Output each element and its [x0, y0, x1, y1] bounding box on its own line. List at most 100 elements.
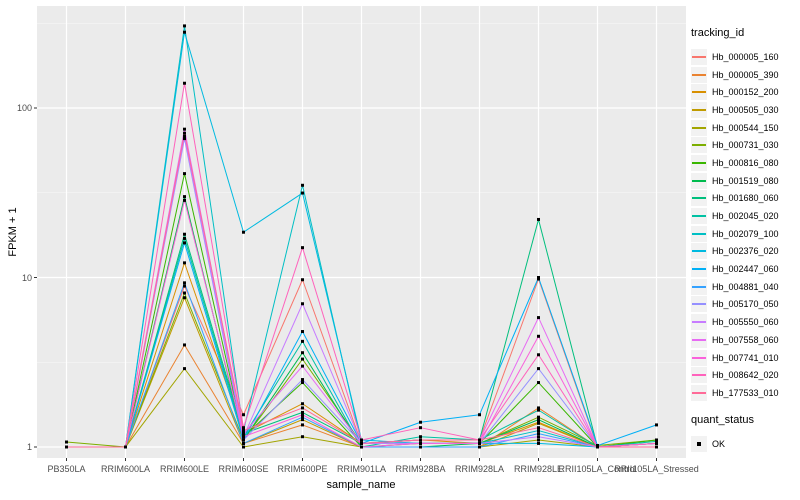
legend-label: Hb_002045_020	[712, 211, 779, 222]
legend-label: Hb_000005_390	[712, 69, 779, 80]
x-tick-label: RRIM600LA	[100, 464, 151, 474]
data-point	[242, 230, 245, 234]
legend-line-icon	[692, 91, 706, 94]
quant-ok-key-swatch	[691, 435, 707, 452]
legend-key-swatch	[691, 119, 707, 136]
data-point	[537, 381, 540, 385]
legend-label: Hb_001680_060	[712, 193, 779, 204]
legend-label: Hb_000544_150	[712, 122, 779, 133]
legend-title-tracking-id: tracking_id	[691, 27, 745, 39]
y-tick-label: 10	[21, 272, 32, 283]
legend-entry: Hb_004881_040	[691, 278, 799, 296]
data-point	[301, 278, 304, 282]
legend-entry: Hb_001680_060	[691, 190, 799, 208]
data-point	[419, 441, 422, 445]
legend-entry: Hb_007558_060	[691, 331, 799, 349]
legend-entry: Hb_000005_160	[691, 48, 799, 66]
legend-entry: Hb_000005_390	[691, 66, 799, 84]
legend-key-swatch	[691, 349, 707, 366]
legend-label: Hb_177533_010	[712, 387, 779, 398]
data-point	[419, 435, 422, 439]
black-square-point-icon	[697, 441, 701, 446]
legend-line-icon	[692, 73, 706, 76]
data-point	[655, 439, 658, 443]
legend-key-swatch	[691, 243, 707, 260]
data-point	[301, 191, 304, 195]
legend-label: Hb_000731_030	[712, 140, 779, 151]
data-point	[242, 426, 245, 430]
legend-key-swatch	[691, 367, 707, 384]
legend-line-icon	[692, 215, 706, 218]
data-point	[655, 445, 658, 449]
x-axis-title: sample_name	[326, 479, 396, 491]
legend-entry: Hb_002079_100	[691, 225, 799, 243]
data-point	[242, 435, 245, 439]
data-point	[183, 137, 186, 141]
legend-label: Hb_007558_060	[712, 334, 779, 345]
data-point	[301, 415, 304, 419]
data-point	[478, 438, 481, 442]
data-point	[537, 438, 540, 442]
legend-entries-list: Hb_000005_160 Hb_000005_390 Hb_000152_200 H…	[691, 48, 799, 402]
data-point	[537, 276, 540, 279]
data-point	[65, 440, 68, 444]
data-point	[183, 24, 186, 28]
legend-label: Hb_002079_100	[712, 228, 779, 239]
data-point	[183, 281, 186, 285]
data-point	[419, 420, 422, 424]
legend-label: Hb_002376_020	[712, 246, 779, 257]
data-point	[183, 236, 186, 240]
legend-label: Hb_000816_080	[712, 157, 779, 168]
legend-line-icon	[692, 126, 706, 129]
data-point	[301, 302, 304, 306]
data-point	[183, 134, 186, 138]
data-point	[537, 421, 540, 425]
data-point	[301, 351, 304, 355]
legend-key-swatch	[691, 154, 707, 171]
data-point	[537, 316, 540, 320]
x-tick-label: RRIM928BA	[395, 464, 446, 474]
data-point	[419, 445, 422, 449]
data-point	[537, 435, 540, 439]
data-point	[183, 296, 186, 300]
legend-label: Hb_008642_020	[712, 370, 779, 381]
data-point	[301, 246, 304, 250]
legend-entry: Hb_005550_060	[691, 313, 799, 331]
data-point	[360, 438, 363, 442]
legend-line-icon	[692, 268, 706, 271]
data-point	[65, 445, 68, 449]
legend-line-icon	[692, 374, 706, 377]
y-axis-title: FPKM + 1	[7, 207, 19, 257]
data-point	[537, 426, 540, 430]
x-tick-label: RRII105LA_Control	[558, 464, 637, 474]
legend-label-quant-ok: OK	[712, 438, 726, 449]
y-tick-label: 100	[16, 103, 32, 113]
data-point	[183, 172, 186, 176]
data-point	[419, 426, 422, 430]
x-tick-label: RRIM928LE	[513, 464, 564, 474]
data-point	[183, 131, 186, 135]
data-point	[655, 423, 658, 427]
x-tick-label: RRIM600SE	[218, 464, 269, 474]
data-point	[183, 343, 186, 347]
data-point	[242, 429, 245, 433]
data-point	[242, 413, 245, 417]
data-point	[596, 445, 599, 449]
legend-title-quant-status: quant_status	[691, 413, 754, 426]
data-point	[478, 413, 481, 417]
data-point	[301, 183, 304, 187]
x-tick-label: RRIM600LE	[159, 464, 210, 474]
legend-line-icon	[692, 303, 706, 306]
data-point	[242, 445, 245, 449]
legend-key-swatch	[691, 384, 707, 401]
data-point	[360, 441, 363, 445]
legend-entry: Hb_008642_020	[691, 366, 799, 384]
legend-line-icon	[692, 161, 706, 164]
data-point	[537, 429, 540, 433]
legend-label: Hb_002447_060	[712, 264, 779, 275]
data-point	[537, 334, 540, 338]
legend-key-swatch	[691, 48, 707, 65]
x-tick-label: RRII105LA_Stressed	[614, 464, 699, 474]
legend-entry: Hb_000731_030	[691, 136, 799, 154]
